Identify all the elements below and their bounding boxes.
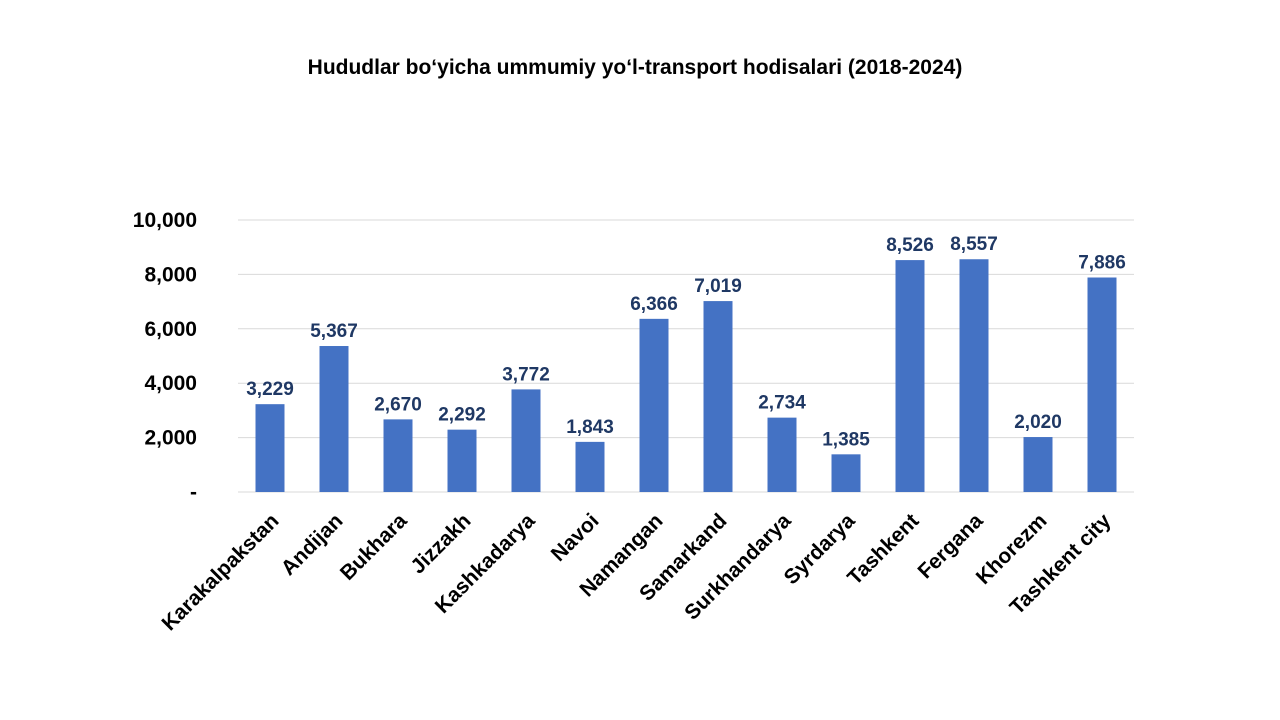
data-label: 5,367 <box>310 321 358 342</box>
data-label: 8,526 <box>886 235 934 256</box>
bar <box>447 429 477 492</box>
bar <box>575 441 605 492</box>
bar <box>959 259 989 492</box>
x-tick-label: Karakalpakstan <box>157 509 283 635</box>
gridlines <box>238 219 1134 493</box>
bar <box>703 301 733 492</box>
data-label: 6,366 <box>630 294 678 315</box>
data-label: 7,019 <box>694 276 742 297</box>
x-axis: KarakalpakstanAndijanBukharaJizzakhKashk… <box>157 509 1115 635</box>
y-tick-label: 4,000 <box>144 372 197 395</box>
y-tick-label: - <box>190 481 197 504</box>
data-label: 3,772 <box>502 364 550 385</box>
x-tick-label: Navoi <box>547 509 604 566</box>
bars <box>255 259 1117 492</box>
data-label: 8,557 <box>950 234 998 255</box>
bar <box>1023 437 1053 492</box>
bar <box>319 346 349 492</box>
data-label: 1,385 <box>822 429 870 450</box>
bar <box>639 318 669 492</box>
data-labels: 3,229 5,367 2,670 2,292 3,772 1,843 6,366 7,019… <box>246 234 1126 450</box>
bar <box>831 454 861 492</box>
y-tick-label: 8,000 <box>144 263 197 286</box>
bar <box>383 419 413 492</box>
bar <box>767 417 797 492</box>
y-tick-label: 10,000 <box>133 209 197 232</box>
data-label: 1,843 <box>566 417 614 438</box>
y-tick-label: 2,000 <box>144 427 197 450</box>
y-axis: - 2,000 4,000 6,000 8,000 10,000 <box>133 209 197 504</box>
data-label: 7,886 <box>1078 253 1126 274</box>
chart-title: Hududlar bo‘yicha ummumiy yo‘l-transport… <box>307 56 963 79</box>
data-label: 2,020 <box>1014 412 1062 433</box>
data-label: 3,229 <box>246 379 294 400</box>
x-tick-label: Bukhara <box>336 509 412 585</box>
bar <box>511 389 541 492</box>
data-label: 2,734 <box>758 393 806 414</box>
y-tick-label: 6,000 <box>144 318 197 341</box>
data-label: 2,670 <box>374 394 422 415</box>
bar <box>255 404 285 492</box>
bar <box>895 260 925 492</box>
bar <box>1087 277 1117 492</box>
data-label: 2,292 <box>438 405 486 426</box>
